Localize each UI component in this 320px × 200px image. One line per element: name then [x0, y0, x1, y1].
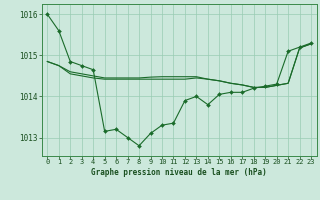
X-axis label: Graphe pression niveau de la mer (hPa): Graphe pression niveau de la mer (hPa)	[91, 168, 267, 177]
